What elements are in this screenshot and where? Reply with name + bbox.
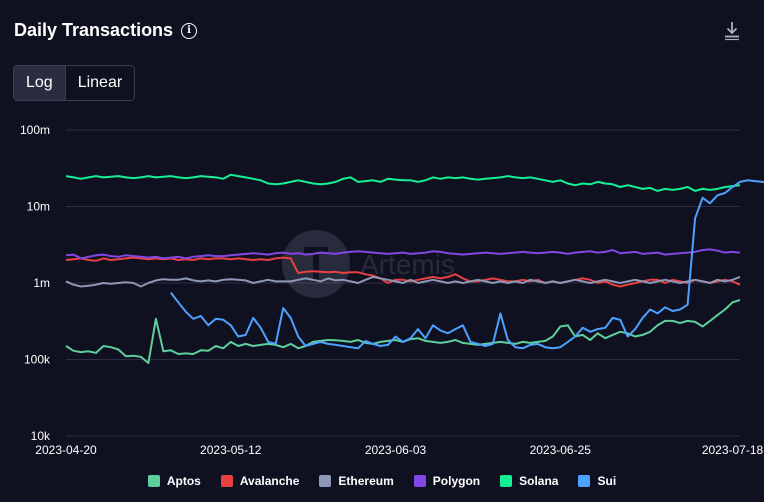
x-tick-label: 2023-07-18	[702, 443, 764, 457]
legend-label: Aptos	[166, 474, 201, 488]
x-tick-label: 2023-05-12	[200, 443, 262, 457]
legend-item-sui[interactable]: Sui	[578, 474, 616, 488]
legend-label: Solana	[519, 474, 559, 488]
download-icon[interactable]	[722, 21, 742, 41]
linear-scale-button[interactable]: Linear	[64, 66, 134, 100]
y-axis: 100m 10m 1m 100k 10k	[20, 123, 51, 443]
x-tick-label: 2023-04-20	[35, 443, 97, 457]
legend-label: Sui	[597, 474, 617, 488]
y-tick-label: 10m	[27, 200, 50, 214]
watermark-mark	[304, 247, 328, 282]
series-line-sui	[170, 179, 764, 350]
x-axis: 2023-04-20 2023-05-12 2023-06-03 2023-06-25…	[35, 443, 763, 457]
legend-swatch	[147, 475, 160, 487]
legend-item-solana[interactable]: Solana	[500, 474, 558, 488]
series-line-solana	[65, 173, 741, 192]
legend-swatch	[578, 475, 591, 487]
legend-item-aptos[interactable]: Aptos	[147, 474, 201, 488]
watermark-logo	[282, 230, 350, 298]
x-tick-label: 2023-06-03	[365, 443, 427, 457]
legend-swatch	[413, 475, 426, 487]
page-title: Daily Transactions	[14, 20, 174, 40]
x-tick-label: 2023-06-25	[530, 443, 592, 457]
legend-item-ethereum[interactable]: Ethereum	[319, 474, 394, 488]
legend-item-polygon[interactable]: Polygon	[413, 474, 481, 488]
series-lines	[65, 173, 764, 364]
legend-swatch	[220, 475, 233, 487]
watermark: Artemis	[282, 230, 455, 298]
y-tick-label: 1m	[33, 276, 50, 290]
series-line-avalanche	[65, 256, 741, 288]
y-tick-label: 100k	[24, 353, 51, 367]
info-icon[interactable]: i	[181, 22, 198, 39]
legend-swatch	[319, 475, 332, 487]
legend-label: Avalanche	[239, 474, 300, 488]
legend-swatch	[500, 475, 513, 487]
series-line-ethereum	[65, 275, 741, 288]
log-scale-button[interactable]: Log	[14, 66, 65, 100]
y-tick-label: 100m	[20, 123, 50, 137]
chart-legend: Aptos Avalanche Ethereum Polygon Solana Sui	[0, 474, 764, 488]
y-tick-label: 10k	[31, 429, 51, 443]
legend-label: Polygon	[432, 474, 481, 488]
series-line-aptos	[65, 299, 741, 364]
legend-label: Ethereum	[338, 474, 394, 488]
series-line-polygon	[65, 248, 741, 260]
chart-header: Daily Transactions i	[14, 20, 198, 41]
scale-toggle: Log Linear	[13, 65, 136, 101]
legend-item-avalanche[interactable]: Avalanche	[220, 474, 300, 488]
